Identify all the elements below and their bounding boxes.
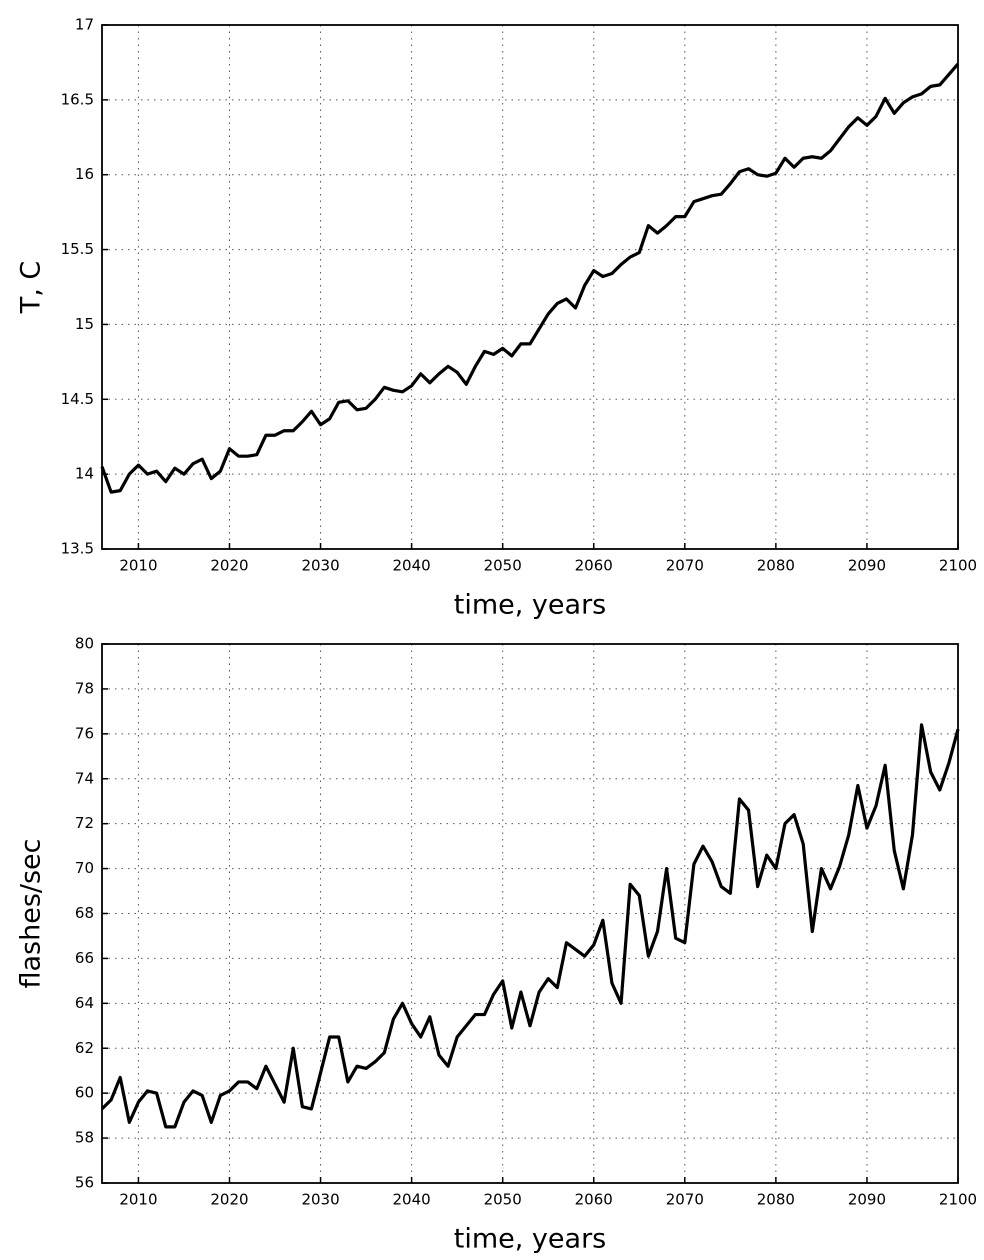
x-tick-label: 2010 — [119, 557, 157, 575]
y-tick-label: 76 — [75, 724, 94, 742]
x-tick-label: 2050 — [484, 557, 522, 575]
x-tick-label: 2060 — [575, 1191, 613, 1209]
x-axis-label: time, years — [454, 1224, 606, 1255]
y-axis-label: T, C — [16, 261, 47, 315]
y-tick-label: 68 — [75, 904, 94, 922]
y-tick-label: 17 — [75, 16, 94, 34]
x-axis-label: time, years — [454, 590, 606, 621]
x-tick-label: 2070 — [666, 1191, 704, 1209]
y-tick-label: 16.5 — [61, 90, 94, 108]
x-tick-label: 2050 — [484, 1191, 522, 1209]
y-tick-label: 56 — [75, 1174, 94, 1192]
y-tick-label: 14.5 — [61, 390, 94, 408]
plot-frame — [101, 24, 959, 550]
y-tick-label: 15.5 — [61, 240, 94, 258]
y-tick-label: 15 — [75, 315, 94, 333]
x-tick-label: 2040 — [393, 1191, 431, 1209]
x-tick-label: 2010 — [119, 1191, 157, 1209]
y-tick-label: 64 — [75, 994, 94, 1012]
y-tick-label: 80 — [75, 635, 94, 653]
x-tick-label: 2080 — [757, 1191, 795, 1209]
x-tick-label: 2090 — [848, 1191, 886, 1209]
y-axis-label: flashes/sec — [16, 838, 47, 988]
x-tick-label: 2070 — [666, 557, 704, 575]
x-tick-label: 2030 — [301, 557, 339, 575]
x-tick-label: 2020 — [210, 1191, 248, 1209]
x-tick-label: 2060 — [575, 557, 613, 575]
data-line — [100, 62, 960, 494]
x-tick-label: 2080 — [757, 557, 795, 575]
x-tick-label: 2040 — [393, 557, 431, 575]
plot-frame — [101, 643, 959, 1184]
y-tick-label: 58 — [75, 1129, 94, 1147]
y-tick-label: 16 — [75, 165, 94, 183]
y-tick-label: 14 — [75, 465, 94, 483]
x-tick-label: 2030 — [301, 1191, 339, 1209]
y-tick-label: 72 — [75, 814, 94, 832]
y-tick-label: 70 — [75, 859, 94, 877]
x-tick-label: 2100 — [939, 1191, 977, 1209]
x-tick-label: 2020 — [210, 557, 248, 575]
x-tick-label: 2100 — [939, 557, 977, 575]
data-line — [100, 723, 960, 1129]
y-tick-label: 62 — [75, 1039, 94, 1057]
x-tick-label: 2090 — [848, 557, 886, 575]
y-tick-label: 78 — [75, 679, 94, 697]
y-tick-label: 74 — [75, 769, 94, 787]
y-tick-label: 60 — [75, 1084, 94, 1102]
y-tick-label: 13.5 — [61, 540, 94, 558]
y-tick-label: 66 — [75, 949, 94, 967]
